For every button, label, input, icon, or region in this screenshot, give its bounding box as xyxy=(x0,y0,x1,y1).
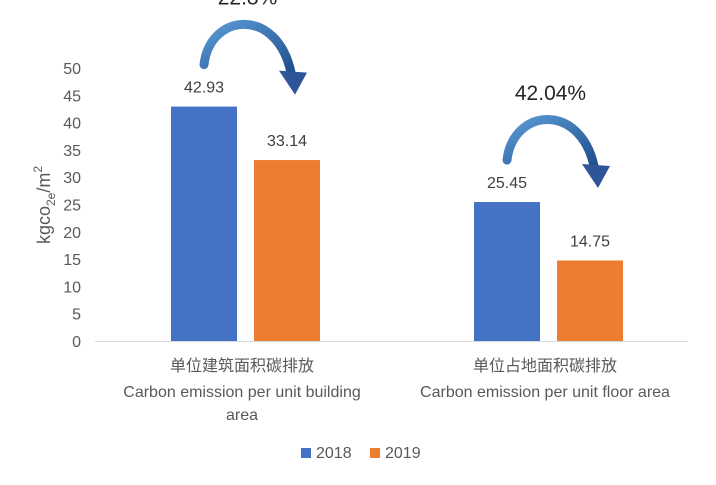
legend: 2018 2019 xyxy=(301,445,421,462)
data-label: 42.93 xyxy=(184,80,224,97)
data-label: 25.45 xyxy=(487,175,527,192)
y-tick-label: 35 xyxy=(63,143,81,160)
category-label-en: Carbon emission per unit building xyxy=(123,384,360,401)
y-tick-label: 30 xyxy=(63,170,81,187)
legend-swatch-2018 xyxy=(301,448,311,458)
y-tick-label: 20 xyxy=(63,225,81,242)
data-label: 14.75 xyxy=(570,233,610,250)
bars xyxy=(171,106,623,341)
category-label-zh: 单位占地面积碳排放 xyxy=(473,357,617,375)
legend-label: 2019 xyxy=(385,445,421,462)
data-labels: 42.93 25.45 33.14 14.75 xyxy=(184,80,610,251)
category-label-zh: 单位建筑面积碳排放 xyxy=(170,357,314,375)
legend-label: 2018 xyxy=(316,445,352,462)
y-axis-label: kgco2e/m2 xyxy=(31,166,58,244)
y-tick-label: 15 xyxy=(63,252,81,269)
data-label: 33.14 xyxy=(267,133,307,150)
bar-2019-1 xyxy=(557,260,623,341)
bar-2019-0 xyxy=(254,160,320,341)
curved-arrow-icon xyxy=(502,115,610,189)
y-tick-label: 10 xyxy=(63,279,81,296)
y-tick-label: 50 xyxy=(63,61,81,78)
legend-swatch-2019 xyxy=(370,448,380,458)
y-tick-label: 40 xyxy=(63,116,81,133)
curved-arrow-icon xyxy=(199,19,307,95)
category-label-en: area xyxy=(226,407,258,424)
bar-2018-1 xyxy=(474,202,540,341)
y-tick-label: 45 xyxy=(63,88,81,105)
category-label-en: Carbon emission per unit floor area xyxy=(420,384,670,401)
x-axis: 单位建筑面积碳排放 Carbon emission per unit buildi… xyxy=(95,341,688,424)
bar-2018-0 xyxy=(171,106,237,341)
y-axis: 0 5 10 15 20 25 30 35 40 45 50 kgco2e/m2 xyxy=(31,61,81,351)
y-tick-label: 0 xyxy=(72,334,81,351)
percentage-annotation: 42.04% xyxy=(515,82,586,105)
percentage-annotation: 22.8% xyxy=(218,0,278,10)
y-tick-label: 25 xyxy=(63,198,81,215)
y-tick-label: 5 xyxy=(72,307,81,324)
annotations: 22.8% 42.04% xyxy=(199,0,610,189)
